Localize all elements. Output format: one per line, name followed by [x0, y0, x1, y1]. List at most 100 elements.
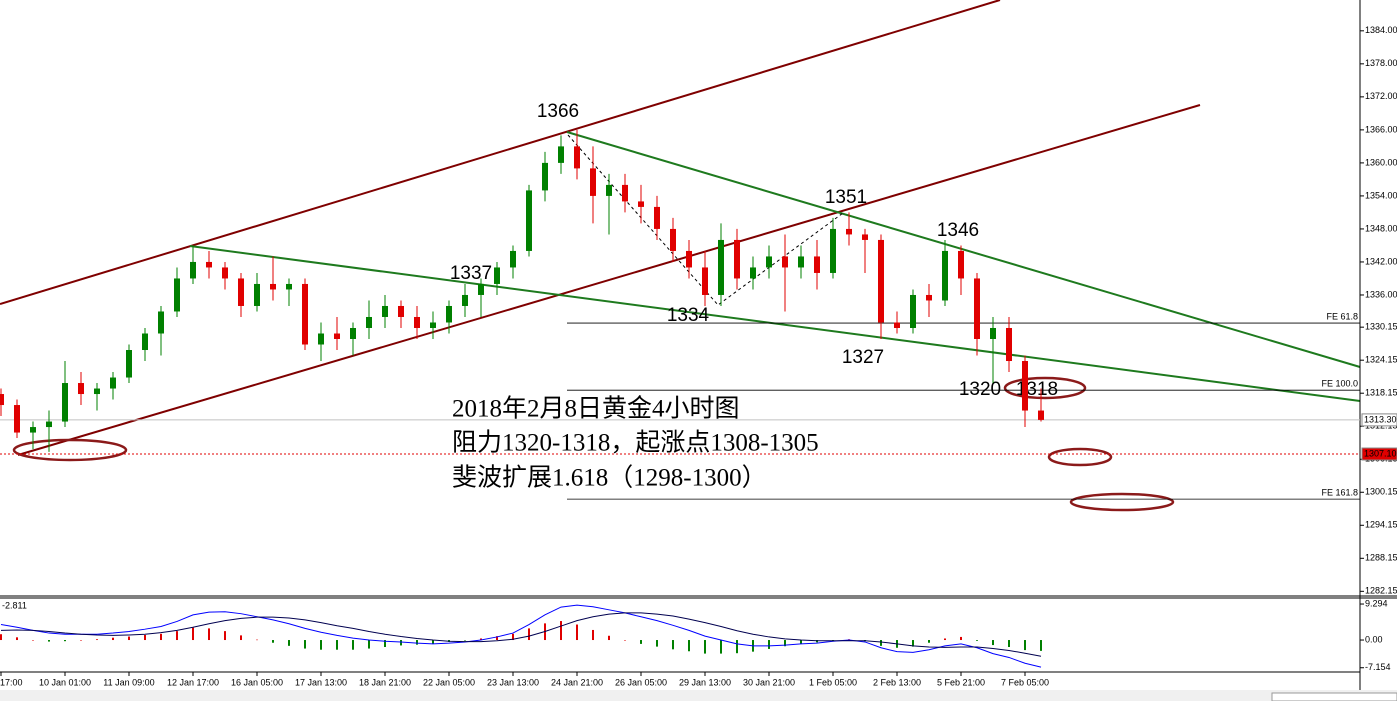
y-tick-label: -7.154 [1365, 662, 1391, 672]
y-tick-label: 1318.15 [1365, 388, 1397, 398]
candle-body [798, 256, 804, 268]
peak-label: 1337 [450, 263, 492, 284]
level-label: 1320 [959, 379, 1001, 400]
histogram-bar [208, 628, 210, 641]
candle-body [318, 333, 324, 345]
candle-body [446, 305, 452, 323]
candle-body [94, 388, 100, 395]
histogram-bar [352, 640, 354, 650]
histogram-bar [192, 627, 194, 641]
candle-body [558, 146, 564, 163]
x-tick-label: 30 Jan 21:00 [743, 677, 795, 687]
histogram-bar [416, 640, 418, 645]
histogram-bar [960, 636, 962, 641]
note: 2018年2月8日黄金4小时图 [452, 395, 740, 423]
candle-body [734, 239, 740, 279]
y-tick-label: 1324.15 [1365, 355, 1397, 365]
histogram-bar [480, 638, 482, 641]
candle-body [462, 294, 468, 306]
candle-body [382, 305, 388, 317]
x-tick-label: 5 Feb 21:00 [937, 677, 985, 687]
x-tick-label: 11 Jan 09:00 [103, 677, 154, 687]
x-tick-label: 1 Feb 05:00 [809, 677, 857, 687]
x-tick-label: 23 Jan 13:00 [487, 677, 539, 687]
histogram-bar [1040, 640, 1042, 651]
candle-body [622, 184, 628, 202]
candle-body [878, 239, 884, 323]
candle-body [958, 250, 964, 279]
histogram-bar [0, 634, 2, 641]
histogram-bar [656, 640, 658, 647]
candle-body [206, 261, 212, 268]
y-tick-label: 1336.00 [1365, 289, 1397, 299]
histogram-bar [128, 636, 130, 641]
x-tick-label: 22 Jan 05:00 [423, 677, 475, 687]
histogram-bar [608, 635, 610, 641]
candle-body [62, 383, 68, 422]
candle-body [286, 283, 292, 290]
x-tick-label: 17:00 [0, 677, 23, 687]
y-tick-label: 1288.15 [1365, 553, 1397, 563]
histogram-bar [1024, 640, 1026, 651]
note: 阻力1320-1318，起涨点1308-1305 [452, 429, 819, 457]
histogram-bar [672, 640, 674, 650]
candle-body [942, 250, 948, 301]
histogram-bar [944, 638, 946, 641]
candle-body [510, 250, 516, 268]
x-tick-label: 26 Jan 05:00 [615, 677, 667, 687]
trough-label: 1334 [667, 305, 710, 326]
candle-body [110, 377, 116, 389]
indicator-label: -2.811 [2, 600, 27, 610]
candle-body [526, 190, 532, 251]
y-tick-label: 0.00 [1365, 634, 1383, 644]
candle-body [14, 405, 20, 433]
x-tick-label: 7 Feb 05:00 [1001, 677, 1049, 687]
histogram-bar [992, 640, 994, 646]
histogram-bar [512, 633, 514, 641]
x-tick-label: 12 Jan 17:00 [167, 677, 219, 687]
histogram-bar [400, 640, 402, 646]
x-tick-label: 29 Jan 13:00 [679, 677, 731, 687]
candle-body [414, 316, 420, 328]
y-tick-label: 1348.00 [1365, 223, 1397, 233]
histogram-bar [64, 640, 66, 642]
y-tick-label: 1354.00 [1365, 190, 1397, 200]
candle-body [142, 333, 148, 351]
histogram-bar [464, 640, 466, 641]
candle-body [478, 283, 484, 295]
candle-body [126, 350, 132, 378]
histogram-bar [576, 624, 578, 641]
candle-body [686, 250, 692, 268]
candle-body [222, 267, 228, 279]
candle-body [190, 261, 196, 279]
histogram-bar [592, 629, 594, 641]
x-tick-label: 2 Feb 13:00 [873, 677, 921, 687]
histogram-bar [384, 640, 386, 648]
indicator-line [0, 612, 1042, 657]
candle-body [1038, 410, 1044, 420]
candle-body [158, 311, 164, 334]
histogram-bar [272, 640, 274, 643]
note: 斐波扩展1.618（1298-1300） [452, 464, 767, 492]
histogram-bar [784, 640, 786, 647]
histogram-bar [368, 640, 370, 649]
candle-body [494, 267, 500, 284]
histogram-bar [288, 640, 290, 646]
histogram-bar [336, 640, 338, 650]
histogram-bar [928, 640, 930, 643]
price-tag-label: 1307.10 [1364, 448, 1397, 458]
histogram-bar [160, 633, 162, 641]
x-tick-label: 16 Jan 05:00 [231, 677, 283, 687]
x-tick-label: 18 Jan 21:00 [359, 677, 411, 687]
y-tick-label: 1300.15 [1365, 487, 1397, 497]
x-tick-label: 10 Jan 01:00 [39, 677, 91, 687]
histogram-bar [96, 639, 98, 641]
histogram-bar [912, 640, 914, 647]
histogram-bar [80, 640, 82, 641]
histogram-bar [224, 631, 226, 641]
histogram-bar [976, 640, 978, 641]
candle-body [238, 278, 244, 306]
candle-body [430, 322, 436, 328]
